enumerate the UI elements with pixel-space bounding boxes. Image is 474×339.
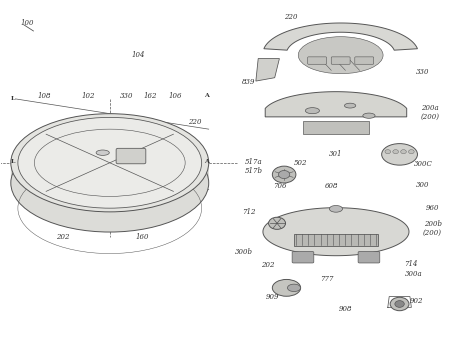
Ellipse shape <box>11 134 209 232</box>
FancyBboxPatch shape <box>308 57 327 64</box>
Text: 712: 712 <box>242 207 255 216</box>
Text: 902: 902 <box>410 297 423 305</box>
Text: 517a
517b: 517a 517b <box>245 158 263 175</box>
Text: 160: 160 <box>136 233 149 241</box>
Text: 909: 909 <box>265 293 279 301</box>
Ellipse shape <box>363 113 375 118</box>
Polygon shape <box>293 234 378 246</box>
Text: 839: 839 <box>242 78 255 86</box>
Ellipse shape <box>11 114 209 212</box>
Text: 300a: 300a <box>405 270 422 278</box>
Text: L: L <box>11 159 15 164</box>
Text: 714: 714 <box>405 260 418 268</box>
Text: 960: 960 <box>426 204 439 212</box>
Text: 300: 300 <box>416 181 430 188</box>
Ellipse shape <box>273 279 301 296</box>
Ellipse shape <box>278 171 290 179</box>
Text: 104: 104 <box>131 51 145 59</box>
Text: 162: 162 <box>143 92 156 100</box>
Ellipse shape <box>395 301 404 307</box>
FancyBboxPatch shape <box>292 252 314 263</box>
Polygon shape <box>303 121 369 134</box>
Ellipse shape <box>273 166 296 183</box>
Text: A: A <box>204 93 209 98</box>
Text: 777: 777 <box>320 275 333 283</box>
Text: L: L <box>11 96 15 101</box>
Ellipse shape <box>96 150 109 155</box>
Ellipse shape <box>382 144 418 165</box>
Text: 200a
(200): 200a (200) <box>421 104 440 121</box>
Ellipse shape <box>409 149 414 154</box>
Polygon shape <box>11 114 209 183</box>
FancyBboxPatch shape <box>331 57 350 64</box>
Ellipse shape <box>393 149 399 154</box>
Text: 100: 100 <box>20 19 34 27</box>
Ellipse shape <box>390 297 409 311</box>
Text: 301: 301 <box>329 151 343 158</box>
Text: 706: 706 <box>273 182 286 190</box>
Text: 330: 330 <box>119 92 133 100</box>
Text: 220: 220 <box>188 118 201 126</box>
Text: 202: 202 <box>261 261 274 269</box>
Ellipse shape <box>269 217 285 230</box>
Polygon shape <box>265 92 407 117</box>
Polygon shape <box>263 208 409 256</box>
FancyBboxPatch shape <box>355 57 374 64</box>
Ellipse shape <box>18 117 201 208</box>
Polygon shape <box>264 23 418 50</box>
Text: 102: 102 <box>82 92 95 100</box>
Ellipse shape <box>345 103 356 108</box>
Ellipse shape <box>305 108 319 114</box>
Text: 220: 220 <box>284 13 298 21</box>
Text: 200b
(200): 200b (200) <box>423 220 442 237</box>
Text: 300C: 300C <box>414 160 433 168</box>
FancyBboxPatch shape <box>358 252 380 263</box>
Text: 908: 908 <box>338 305 352 313</box>
Ellipse shape <box>287 284 301 292</box>
Ellipse shape <box>298 37 383 74</box>
Ellipse shape <box>329 205 343 212</box>
Text: A: A <box>204 159 209 164</box>
Text: 106: 106 <box>169 92 182 100</box>
Text: 300b: 300b <box>235 248 253 256</box>
Text: 202: 202 <box>56 233 69 241</box>
Ellipse shape <box>401 149 406 154</box>
FancyBboxPatch shape <box>116 148 146 164</box>
Ellipse shape <box>385 149 391 154</box>
Text: 330: 330 <box>416 68 430 76</box>
Text: 608: 608 <box>325 182 338 190</box>
Text: 502: 502 <box>294 159 307 167</box>
Polygon shape <box>256 59 279 81</box>
Text: 108: 108 <box>37 92 51 100</box>
